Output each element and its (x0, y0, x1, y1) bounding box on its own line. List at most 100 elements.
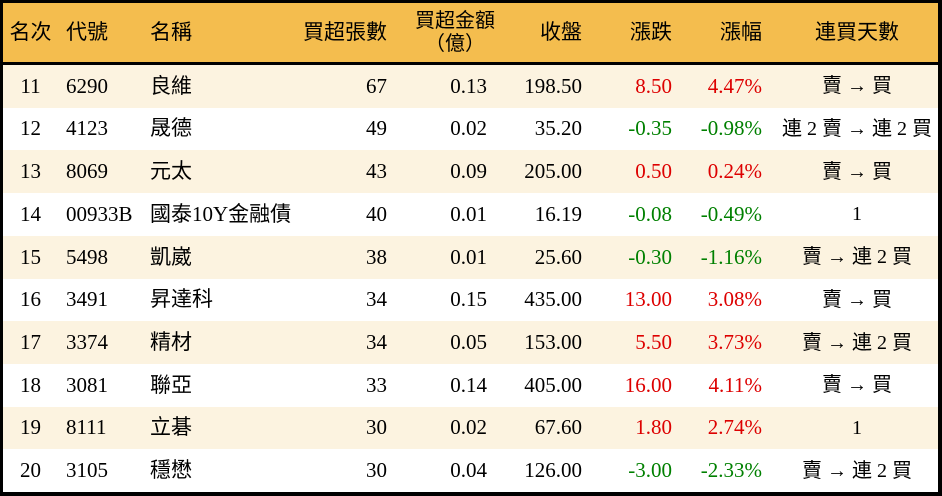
cell-streak: 賣 → 買 (822, 75, 892, 98)
cell-name: 良維 (150, 73, 192, 98)
col-header-code: 代號 (66, 19, 108, 44)
col-header-rank: 名次 (9, 19, 52, 44)
cell-streak: 1 (852, 416, 862, 439)
cell-rank: 15 (20, 244, 41, 269)
cell-close: 35.20 (534, 116, 582, 141)
cell-close: 153.00 (524, 329, 582, 354)
col-header-name: 名稱 (150, 19, 192, 44)
cell-change-pct: 2.74% (707, 415, 762, 440)
cell-buy-amount: 0.01 (450, 201, 487, 226)
cell-change: -0.30 (628, 244, 672, 269)
col-header-streak: 連買天數 (815, 19, 899, 44)
table-header: 名次 代號 名稱 買超張數 買超金額 （億） 收盤 漲跌 漲幅 連買天數 (3, 3, 938, 65)
table-row: 19 8111 立碁 30 0.02 67.60 1.80 2.74% 1 (3, 406, 938, 450)
table: 名次 代號 名稱 買超張數 買超金額 （億） 收盤 漲跌 漲幅 連買天數 11 … (3, 3, 938, 493)
cell-buy-volume: 30 (366, 415, 387, 440)
cell-name: 國泰10Y金融債 (150, 201, 292, 226)
cell-change: 0.50 (635, 159, 672, 184)
table-body: 11 6290 良維 67 0.13 198.50 8.50 4.47% 賣 →… (3, 65, 938, 493)
cell-change: 16.00 (624, 372, 672, 397)
cell-code: 3491 (66, 287, 108, 312)
cell-streak: 1 (852, 203, 862, 226)
col-header-buy-volume: 買超張數 (303, 19, 387, 44)
cell-buy-amount: 0.13 (450, 73, 487, 98)
cell-change: 13.00 (624, 287, 672, 312)
cell-change-pct: 4.47% (707, 73, 762, 98)
col-header-buy-amount-line1: 買超金額 (415, 10, 495, 33)
cell-buy-volume: 38 (366, 244, 387, 269)
table-row: 20 3105 穩懋 30 0.04 126.00 -3.00 -2.33% 賣… (3, 449, 938, 493)
cell-name: 穩懋 (150, 458, 192, 483)
cell-buy-volume: 30 (366, 458, 387, 483)
cell-buy-volume: 43 (366, 159, 387, 184)
cell-buy-amount: 0.01 (450, 244, 487, 269)
cell-name: 精材 (150, 329, 192, 354)
cell-close: 405.00 (524, 372, 582, 397)
cell-buy-amount: 0.15 (450, 287, 487, 312)
cell-buy-volume: 33 (366, 372, 387, 397)
cell-streak: 賣 → 買 (822, 374, 892, 397)
cell-change-pct: 3.73% (707, 329, 762, 354)
cell-change-pct: 0.24% (707, 159, 762, 184)
cell-change-pct: -2.33% (700, 458, 762, 483)
cell-rank: 20 (20, 458, 41, 483)
cell-streak: 賣 → 連 2 買 (802, 331, 912, 354)
cell-name: 立碁 (150, 415, 192, 440)
cell-change: -0.35 (628, 116, 672, 141)
cell-change: -0.08 (628, 201, 672, 226)
cell-close: 25.60 (534, 244, 582, 269)
cell-change: -3.00 (628, 458, 672, 483)
cell-change-pct: -0.49% (700, 201, 762, 226)
cell-change-pct: -0.98% (700, 116, 762, 141)
cell-rank: 16 (20, 287, 41, 312)
cell-buy-volume: 40 (366, 201, 387, 226)
cell-change: 1.80 (635, 415, 672, 440)
cell-buy-volume: 67 (366, 73, 387, 98)
cell-rank: 13 (20, 159, 41, 184)
cell-close: 126.00 (524, 458, 582, 483)
table-row: 14 00933B 國泰10Y金融債 40 0.01 16.19 -0.08 -… (3, 193, 938, 236)
cell-buy-volume: 34 (366, 329, 387, 354)
cell-name: 元太 (150, 159, 192, 184)
table-row: 16 3491 昇達科 34 0.15 435.00 13.00 3.08% 賣… (3, 278, 938, 322)
cell-close: 198.50 (524, 73, 582, 98)
cell-buy-amount: 0.02 (450, 116, 487, 141)
cell-buy-amount: 0.02 (450, 415, 487, 440)
cell-code: 3105 (66, 458, 108, 483)
cell-code: 5498 (66, 244, 108, 269)
cell-streak: 賣 → 買 (822, 160, 892, 183)
cell-code: 00933B (66, 201, 133, 226)
cell-change: 5.50 (635, 329, 672, 354)
table-row: 15 5498 凱崴 38 0.01 25.60 -0.30 -1.16% 賣 … (3, 235, 938, 279)
cell-code: 8069 (66, 159, 108, 184)
table-row: 12 4123 晟德 49 0.02 35.20 -0.35 -0.98% 連 … (3, 107, 938, 151)
cell-rank: 18 (20, 372, 41, 397)
col-header-close: 收盤 (540, 19, 582, 44)
cell-buy-volume: 49 (366, 116, 387, 141)
cell-rank: 11 (20, 73, 41, 98)
cell-code: 3374 (66, 329, 108, 354)
table-row: 17 3374 精材 34 0.05 153.00 5.50 3.73% 賣 →… (3, 321, 938, 364)
cell-rank: 14 (20, 201, 41, 226)
cell-code: 4123 (66, 116, 108, 141)
cell-buy-amount: 0.04 (450, 458, 487, 483)
cell-change: 8.50 (635, 73, 672, 98)
cell-change-pct: 3.08% (707, 287, 762, 312)
cell-code: 6290 (66, 73, 108, 98)
cell-buy-amount: 0.05 (450, 329, 487, 354)
cell-buy-amount: 0.09 (450, 159, 487, 184)
cell-rank: 19 (20, 415, 41, 440)
cell-name: 昇達科 (150, 287, 213, 312)
cell-close: 16.19 (534, 201, 582, 226)
table-row: 13 8069 元太 43 0.09 205.00 0.50 0.24% 賣 →… (3, 150, 938, 194)
cell-close: 205.00 (524, 159, 582, 184)
col-header-change: 漲跌 (630, 19, 672, 44)
cell-streak: 賣 → 連 2 買 (802, 459, 912, 482)
cell-change-pct: 4.11% (708, 372, 762, 397)
col-header-buy-amount: 買超金額 （億） (401, 10, 501, 55)
cell-rank: 17 (20, 329, 41, 354)
table-row: 11 6290 良維 67 0.13 198.50 8.50 4.47% 賣 →… (3, 65, 938, 108)
cell-buy-amount: 0.14 (450, 372, 487, 397)
col-header-change-pct: 漲幅 (720, 19, 762, 44)
